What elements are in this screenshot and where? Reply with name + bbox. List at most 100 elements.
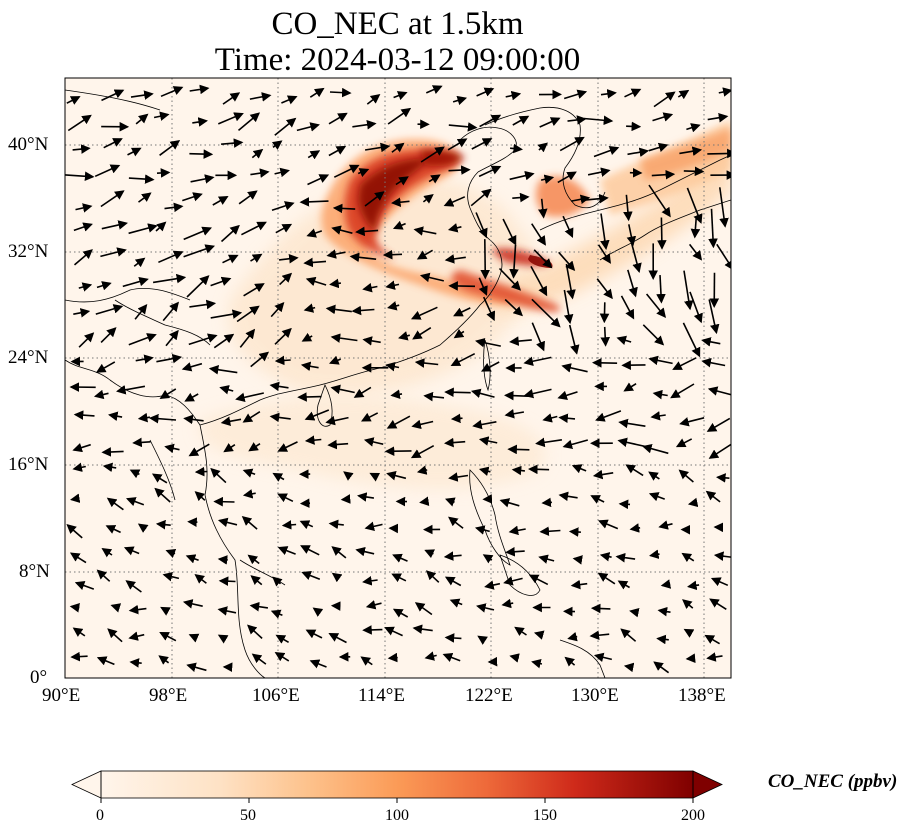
wind-arrow xyxy=(660,579,672,589)
wind-arrow xyxy=(412,624,433,634)
wind-arrow xyxy=(620,295,635,320)
wind-arrow xyxy=(683,270,694,311)
wind-arrow xyxy=(242,489,256,499)
wind-arrow xyxy=(718,87,731,97)
wind-arrow xyxy=(592,358,618,368)
wind-arrow xyxy=(333,164,360,178)
wind-arrow xyxy=(537,142,548,153)
wind-arrow xyxy=(303,303,316,313)
wind-arrow xyxy=(357,168,370,178)
wind-arrow xyxy=(101,89,125,102)
wind-arrow xyxy=(537,198,548,219)
lat-tick-8: 8°N xyxy=(19,561,50,582)
wind-arrow xyxy=(653,661,670,674)
wind-arrow xyxy=(249,92,272,102)
wind-arrow xyxy=(557,171,577,184)
map-title-line1: CO_NEC at 1.5km xyxy=(271,6,524,42)
wind-arrow xyxy=(329,355,341,365)
wind-arrow xyxy=(414,358,439,368)
wind-arrow xyxy=(128,174,155,184)
wind-arrow xyxy=(411,419,434,430)
wind-arrow xyxy=(274,167,290,178)
wind-arrow xyxy=(499,498,520,508)
colorbar xyxy=(71,770,723,803)
wind-arrow xyxy=(304,409,330,421)
wind-arrow xyxy=(420,146,445,163)
wind-arrow xyxy=(183,244,216,258)
wind-arrow xyxy=(444,633,462,643)
wind-arrow xyxy=(250,575,263,586)
wind-arrow xyxy=(514,626,527,637)
lat-tick-40: 40°N xyxy=(8,134,49,155)
wind-arrow xyxy=(365,600,382,610)
wind-arrow xyxy=(470,188,492,207)
wind-arrow xyxy=(181,362,203,372)
wind-arrow xyxy=(419,496,430,506)
wind-arrow xyxy=(190,174,215,184)
wind-arrow xyxy=(137,523,149,533)
wind-arrow xyxy=(160,86,184,98)
wind-arrow xyxy=(208,365,238,375)
lon-tick-130: 130°E xyxy=(571,685,619,706)
wind-arrow xyxy=(93,389,109,400)
wind-arrow xyxy=(713,551,731,561)
wind-arrow xyxy=(122,276,149,288)
wind-arrow xyxy=(165,329,179,347)
colorbar-tick-50: 50 xyxy=(240,807,256,824)
wind-arrow xyxy=(220,224,240,243)
colorbar-tick-0: 0 xyxy=(96,807,104,824)
wind-arrow xyxy=(151,473,168,484)
wind-arrow xyxy=(360,656,373,666)
wind-arrow xyxy=(164,443,180,454)
wind-arrow xyxy=(410,444,435,459)
wind-arrow xyxy=(535,437,563,448)
wind-arrow xyxy=(444,497,456,507)
wind-arrow xyxy=(629,237,642,273)
wind-arrow xyxy=(162,301,180,322)
wind-arrow xyxy=(217,634,229,644)
wind-arrow xyxy=(453,307,471,317)
wind-arrow xyxy=(510,143,523,154)
wind-arrow xyxy=(221,138,244,148)
wind-arrow xyxy=(651,169,676,180)
wind-arrow xyxy=(330,384,355,395)
wind-arrow xyxy=(105,525,121,534)
wind-arrow xyxy=(75,203,93,213)
wind-arrow xyxy=(326,249,346,259)
wind-arrow xyxy=(448,165,471,175)
wind-arrow xyxy=(617,437,646,448)
wind-arrow xyxy=(95,361,116,373)
wind-arrow xyxy=(504,408,525,419)
wind-arrow xyxy=(385,280,400,290)
wind-arrow xyxy=(366,94,381,105)
colorbar-title: CO_NEC (ppbv) xyxy=(768,771,898,792)
wind-arrow xyxy=(355,546,375,557)
wind-arrow xyxy=(583,193,609,204)
wind-arrow xyxy=(620,628,637,642)
wind-arrow xyxy=(299,197,329,207)
wind-arrow xyxy=(297,392,322,402)
wind-arrow xyxy=(679,417,705,427)
wind-arrow xyxy=(686,187,703,224)
wind-arrow xyxy=(452,95,468,106)
wind-arrow xyxy=(571,194,591,205)
wind-arrow xyxy=(617,580,631,590)
wind-arrow xyxy=(325,415,349,426)
wind-arrow xyxy=(250,168,270,178)
lat-tick-32: 32°N xyxy=(8,241,49,262)
lat-tick-0: 0° xyxy=(30,667,48,688)
wind-arrow xyxy=(392,220,406,230)
wind-arrow xyxy=(362,282,378,293)
wind-arrow xyxy=(187,517,198,527)
wind-arrow xyxy=(539,117,561,128)
wind-arrow xyxy=(570,579,588,590)
wind-arrow xyxy=(423,391,445,402)
wind-arrow xyxy=(687,497,699,508)
wind-arrow xyxy=(241,221,267,236)
wind-arrow xyxy=(509,653,520,663)
wind-arrow xyxy=(615,552,636,563)
wind-arrow xyxy=(599,302,610,324)
wind-arrow xyxy=(364,521,383,532)
wind-arrow xyxy=(590,603,611,614)
wind-arrow xyxy=(154,487,171,503)
